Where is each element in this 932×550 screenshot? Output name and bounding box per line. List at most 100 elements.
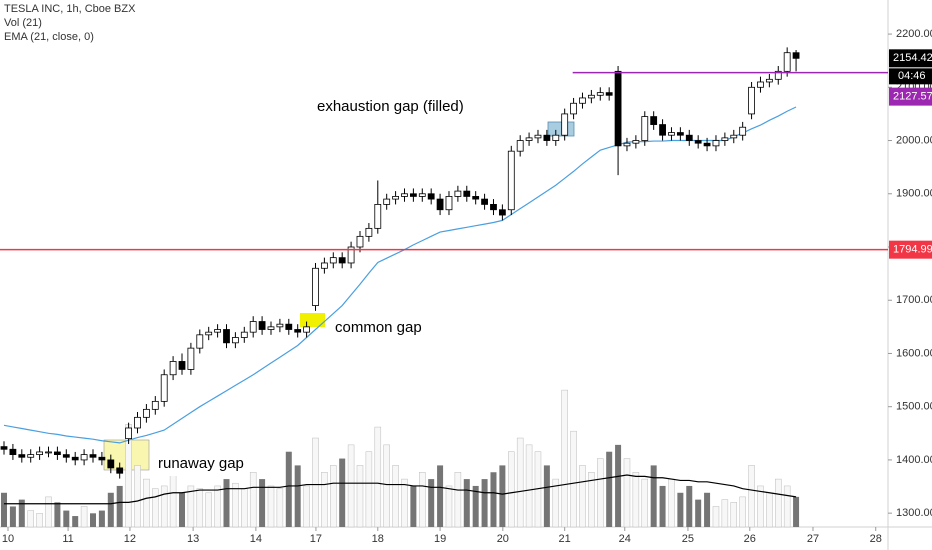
candle-body bbox=[774, 70, 782, 80]
candle-body bbox=[18, 454, 26, 458]
candle-body bbox=[579, 97, 586, 104]
candle-body bbox=[614, 70, 622, 147]
volume-bar bbox=[169, 471, 177, 528]
indicator-label: Vol (21) bbox=[4, 17, 42, 29]
candle-body bbox=[445, 196, 453, 211]
candle-body bbox=[223, 329, 230, 344]
volume-bar bbox=[9, 506, 16, 527]
candle-body bbox=[712, 140, 720, 147]
volume-bar bbox=[107, 492, 114, 527]
volume-bar bbox=[303, 485, 310, 528]
candle-body bbox=[27, 454, 35, 458]
candle-body bbox=[312, 267, 319, 306]
candle-body bbox=[481, 198, 488, 205]
volume-bar bbox=[437, 465, 444, 527]
volume-bar bbox=[428, 479, 435, 527]
candle-body bbox=[454, 190, 462, 197]
y-tick-label: 1600.00 bbox=[896, 347, 932, 359]
candle-body bbox=[472, 196, 480, 200]
candle-body bbox=[205, 331, 213, 336]
candle-body bbox=[543, 134, 551, 141]
price-badge-label: 1794.99 bbox=[893, 244, 932, 256]
volume-bar bbox=[525, 444, 533, 528]
candle-body bbox=[463, 190, 471, 197]
candle-body bbox=[320, 262, 328, 269]
price-badge-label: 2127.57 bbox=[893, 91, 932, 103]
candle-body bbox=[258, 321, 266, 330]
candle-body bbox=[534, 134, 542, 139]
candle-body bbox=[231, 337, 239, 344]
candle-body bbox=[561, 113, 569, 136]
candle-body bbox=[757, 81, 764, 88]
candle-body bbox=[329, 257, 337, 264]
volume-bar bbox=[27, 510, 34, 528]
volume-bar bbox=[276, 488, 284, 528]
volume-bar bbox=[294, 465, 301, 527]
candle-body bbox=[570, 102, 577, 115]
candle-body bbox=[178, 361, 186, 370]
candle-body bbox=[418, 193, 426, 197]
x-tick-label: 20 bbox=[497, 533, 509, 545]
last-price-badge bbox=[889, 49, 932, 68]
candle-body bbox=[374, 204, 382, 229]
candle-body bbox=[151, 400, 159, 410]
volume-bar bbox=[36, 513, 43, 528]
y-tick-label: 1500.00 bbox=[896, 401, 932, 413]
candle-body bbox=[303, 326, 310, 333]
x-tick-label: 14 bbox=[250, 533, 262, 545]
x-tick-label: 21 bbox=[559, 533, 571, 545]
volume-bar bbox=[321, 471, 328, 528]
exhaustion-gap-highlight bbox=[547, 121, 575, 137]
x-tick-label: 25 bbox=[682, 533, 694, 545]
candle-body bbox=[347, 246, 355, 264]
volume-bar bbox=[143, 478, 150, 528]
candle-body bbox=[54, 451, 61, 456]
volume-bar bbox=[98, 510, 105, 527]
candle-body bbox=[107, 459, 115, 469]
candle-body bbox=[71, 456, 79, 461]
volume-bar bbox=[641, 478, 649, 528]
volume-bar bbox=[383, 444, 390, 528]
candle-body bbox=[0, 446, 8, 450]
volume-bar bbox=[739, 496, 746, 528]
volume-bar bbox=[766, 492, 773, 528]
y-tick-label: 2000.00 bbox=[896, 134, 932, 146]
volume-bar bbox=[45, 496, 52, 528]
volume-bar bbox=[472, 485, 479, 527]
candle-body bbox=[365, 227, 373, 237]
volume-bar bbox=[214, 485, 221, 528]
volume-bar bbox=[668, 478, 675, 528]
volume-bar bbox=[650, 465, 657, 527]
volume-bar bbox=[90, 513, 97, 527]
x-tick-label: 27 bbox=[807, 533, 819, 545]
volume-bar bbox=[178, 492, 185, 527]
x-tick-label: 13 bbox=[187, 533, 199, 545]
candle-body bbox=[516, 140, 524, 152]
volume-bar bbox=[499, 465, 506, 527]
candle-body bbox=[98, 456, 106, 461]
x-tick-label: 17 bbox=[310, 533, 322, 545]
volume-bar bbox=[1, 492, 8, 527]
volume-bar bbox=[18, 499, 25, 527]
volume-bar bbox=[134, 465, 141, 528]
volume-bar bbox=[570, 430, 577, 528]
candle-body bbox=[668, 132, 675, 136]
volume-bar bbox=[374, 426, 382, 528]
volume-bar bbox=[160, 485, 168, 528]
candle-body bbox=[169, 361, 177, 376]
candle-body bbox=[214, 329, 221, 333]
candle-body bbox=[632, 140, 640, 144]
candle-body bbox=[792, 52, 800, 59]
candle-body bbox=[401, 193, 408, 197]
annotation: exhaustion gap (filled) bbox=[317, 98, 464, 115]
volume-bar bbox=[552, 478, 560, 528]
volume-bar bbox=[508, 451, 515, 528]
candle-body bbox=[338, 257, 346, 264]
countdown-badge bbox=[889, 68, 932, 85]
volume-bar bbox=[410, 485, 417, 527]
candle-body bbox=[685, 134, 693, 141]
candle-body bbox=[240, 331, 248, 338]
volume-bar bbox=[54, 502, 61, 527]
annotation-background bbox=[333, 316, 424, 340]
volume-bar bbox=[632, 471, 640, 528]
